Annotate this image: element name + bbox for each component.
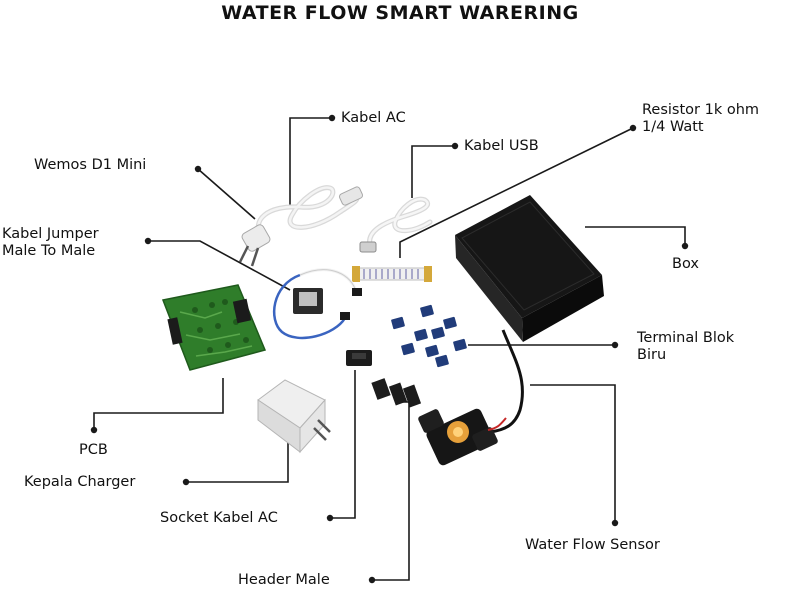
label-terminal-blok: Terminal Blok Biru (637, 330, 735, 363)
charger-image (257, 379, 331, 454)
callout-dot-charger (182, 478, 190, 486)
callout-line-socket (330, 370, 356, 519)
callout-line-kabel-ac (289, 117, 332, 205)
label-kabel-usb: Kabel USB (464, 138, 539, 154)
callout-line-header (372, 401, 410, 581)
label-wemos: Wemos D1 Mini (34, 157, 147, 173)
label-kabel-ac: Kabel AC (341, 110, 406, 126)
callout-dot-socket (326, 514, 334, 522)
label-kepala-charger: Kepala Charger (24, 474, 136, 490)
callout-dot-pcb (90, 426, 98, 434)
diagram-title: WATER FLOW SMART WARERING (221, 2, 579, 24)
callout-dot-sensor (611, 519, 619, 527)
callout-dot-jumper (144, 237, 152, 245)
callout-line-pcb (93, 378, 224, 430)
callout-dot-box (681, 242, 689, 250)
usb-cable-image (359, 196, 433, 253)
water-flow-sensor-image (418, 408, 507, 466)
box-image (455, 195, 604, 434)
callout-line-resistor (399, 127, 634, 258)
callout-line-kabel-usb (411, 145, 455, 198)
label-box: Box (672, 256, 699, 272)
callout-dot-resistor (629, 124, 637, 132)
callout-dot-kabel-usb (451, 142, 459, 150)
callout-dot-kabel-ac (328, 114, 336, 122)
callout-line-jumper (148, 240, 291, 291)
callout-dot-header (368, 576, 376, 584)
callout-line-wemos (197, 168, 256, 220)
resistor-strip-image (352, 266, 432, 282)
header-male-image (371, 378, 422, 408)
label-header-male: Header Male (238, 572, 330, 588)
callout-dot-terminal (611, 341, 619, 349)
pcb-image (161, 284, 267, 371)
callout-line-box (585, 226, 686, 246)
terminal-blocks-image (391, 304, 467, 368)
callout-line-sensor (530, 384, 616, 523)
label-kabel-jumper: Kabel Jumper Male To Male (2, 226, 99, 259)
ac-cable-image (238, 185, 364, 267)
ac-socket-image (346, 350, 372, 366)
label-pcb: PCB (79, 442, 108, 458)
label-water-flow-sensor: Water Flow Sensor (525, 537, 660, 553)
callout-dots (90, 114, 689, 584)
label-socket-kabel-ac: Socket Kabel AC (160, 510, 278, 526)
callout-dot-wemos (194, 165, 202, 173)
wemos-jumper-image (272, 268, 362, 340)
label-resistor: Resistor 1k ohm 1/4 Watt (642, 102, 760, 135)
callout-line-charger (186, 437, 289, 483)
